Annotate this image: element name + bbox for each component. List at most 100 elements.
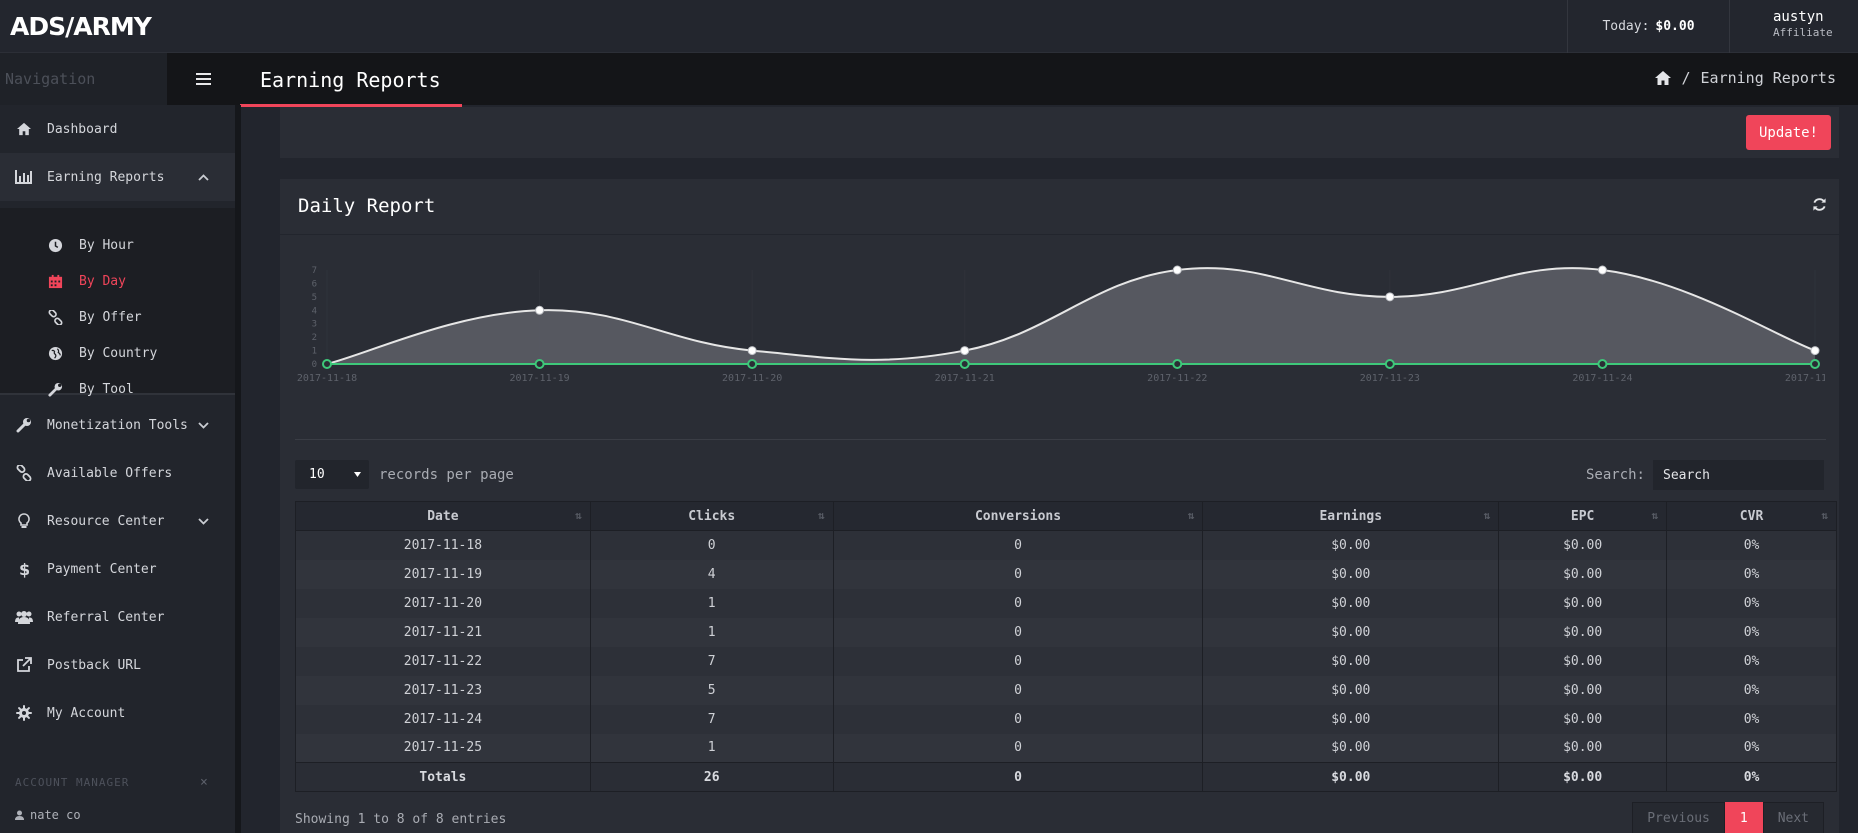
next-button[interactable]: Next xyxy=(1762,802,1824,833)
sidebar-item-postback-url[interactable]: Postback URL xyxy=(0,641,235,689)
report-table: Date ⇅ Clicks ⇅ Conversions ⇅ Earnings ⇅ EPC… xyxy=(295,501,1837,792)
home-icon xyxy=(15,120,33,138)
submenu-item-label: By Day xyxy=(79,273,126,289)
external-link-icon xyxy=(15,656,33,674)
table-cell: 7 xyxy=(589,704,834,734)
hamburger-button[interactable] xyxy=(167,53,239,105)
caret-down-icon xyxy=(354,472,361,477)
table-row: 2017-11-18 0 0 $0.00 $0.00 0% xyxy=(295,530,1837,560)
sidebar-item-referral-center[interactable]: Referral Center xyxy=(0,593,235,641)
link-icon xyxy=(15,464,33,482)
chevron-down-icon xyxy=(198,514,209,528)
sidebar-item-resource-center[interactable]: Resource Center xyxy=(0,497,235,545)
refresh-icon[interactable] xyxy=(1812,197,1827,212)
table-cell: 1 xyxy=(589,617,834,647)
x-tick-label: 2017-11-18 xyxy=(297,373,357,384)
data-point xyxy=(959,359,970,369)
table-cell: 0% xyxy=(1666,646,1837,676)
filter-panel: Update! xyxy=(280,107,1839,158)
data-point xyxy=(1597,359,1608,369)
table-cell: 2017-11-20 xyxy=(295,588,591,618)
today-value: $0.00 xyxy=(1655,19,1695,34)
table-cell: 2017-11-22 xyxy=(295,646,591,676)
y-tick-label: 0 xyxy=(312,360,317,370)
submenu-item-by-day[interactable]: By Day xyxy=(0,263,235,299)
lightbulb-icon xyxy=(15,512,33,530)
user-name: austyn xyxy=(1773,9,1824,25)
sidebar-item-label: Resource Center xyxy=(47,513,165,529)
table-cell: 0 xyxy=(589,530,834,560)
today-label: Today: xyxy=(1602,19,1650,34)
table-cell: 0 xyxy=(832,559,1204,589)
x-tick-label: 2017-11-25 xyxy=(1785,373,1825,384)
per-page-select[interactable]: 10 xyxy=(295,460,369,489)
sidebar-scrollbar[interactable] xyxy=(235,105,241,833)
hamburger-icon xyxy=(195,78,211,80)
panel-header: Daily Report xyxy=(280,179,1839,235)
submenu-item-by-tool[interactable]: By Tool xyxy=(0,371,235,407)
dollar-icon: $ xyxy=(15,560,33,578)
table-row: 2017-11-22 7 0 $0.00 $0.00 0% xyxy=(295,646,1837,676)
data-point xyxy=(747,359,758,369)
update-button[interactable]: Update! xyxy=(1746,115,1831,150)
table-cell: 2017-11-24 xyxy=(295,704,591,734)
user-menu[interactable]: austyn Affiliate xyxy=(1773,10,1833,40)
svg-text:$: $ xyxy=(19,561,29,578)
sidebar-item-available-offers[interactable]: Available Offers xyxy=(0,449,235,497)
sidebar-item-label: Payment Center xyxy=(47,561,157,577)
breadcrumb-separator: / xyxy=(1681,69,1691,87)
sidebar-item-label: Postback URL xyxy=(47,657,141,673)
previous-button[interactable]: Previous xyxy=(1632,802,1725,833)
sidebar-item-payment-center[interactable]: $ Payment Center xyxy=(0,545,235,593)
data-point xyxy=(1810,346,1820,356)
table-cell: $0.00 xyxy=(1498,733,1668,763)
data-point xyxy=(535,305,545,315)
submenu-item-by-offer[interactable]: By Offer xyxy=(0,299,235,335)
totals-cell: $0.00 xyxy=(1498,762,1668,792)
x-tick-label: 2017-11-20 xyxy=(722,373,782,384)
breadcrumb-current: Earning Reports xyxy=(1700,69,1836,87)
sidebar-item-earning-reports[interactable]: Earning Reports xyxy=(0,153,235,201)
table-cell: $0.00 xyxy=(1498,530,1668,560)
today-earnings: Today: $0.00 xyxy=(1567,0,1730,53)
home-icon[interactable] xyxy=(1654,70,1672,86)
table-cell: $0.00 xyxy=(1498,588,1668,618)
table-cell: 1 xyxy=(589,733,834,763)
y-tick-label: 5 xyxy=(312,293,317,303)
sidebar-item-label: Dashboard xyxy=(47,121,118,137)
table-cell: $0.00 xyxy=(1202,588,1500,618)
account-manager-label: ACCOUNT MANAGER xyxy=(15,776,130,789)
table-cell: 0% xyxy=(1666,675,1837,705)
submenu-item-label: By Tool xyxy=(79,381,134,397)
table-row: 2017-11-20 1 0 $0.00 $0.00 0% xyxy=(295,588,1837,618)
table-cell: 0% xyxy=(1666,559,1837,589)
x-tick-label: 2017-11-19 xyxy=(509,373,569,384)
y-tick-label: 4 xyxy=(312,306,317,316)
search-input[interactable] xyxy=(1653,460,1824,490)
sidebar-item-label: Earning Reports xyxy=(47,169,165,185)
sidebar-item-monetization-tools[interactable]: Monetization Tools xyxy=(0,401,235,449)
per-page-value: 10 xyxy=(309,467,325,482)
table-row: 2017-11-19 4 0 $0.00 $0.00 0% xyxy=(295,559,1837,589)
table-row: 2017-11-23 5 0 $0.00 $0.00 0% xyxy=(295,675,1837,705)
sidebar-item-my-account[interactable]: My Account xyxy=(0,689,235,737)
calendar-icon xyxy=(47,273,63,289)
y-tick-label: 7 xyxy=(312,266,317,276)
table-cell: $0.00 xyxy=(1202,733,1500,763)
submenu-item-by-country[interactable]: By Country xyxy=(0,335,235,371)
table-cell: 0% xyxy=(1666,733,1837,763)
column-header-epc[interactable]: EPC ⇅ xyxy=(1498,501,1668,531)
column-header-conversions[interactable]: Conversions ⇅ xyxy=(832,501,1204,531)
logo[interactable]: ADS/ARMY xyxy=(10,12,152,41)
account-manager-close-button[interactable]: × xyxy=(200,775,208,790)
submenu-item-by-hour[interactable]: By Hour xyxy=(0,227,235,263)
page-1-button[interactable]: 1 xyxy=(1724,802,1763,833)
column-header-date[interactable]: Date ⇅ xyxy=(295,501,591,531)
entries-info: Showing 1 to 8 of 8 entries xyxy=(295,812,507,827)
column-header-cvr[interactable]: CVR ⇅ xyxy=(1666,501,1837,531)
column-header-earnings[interactable]: Earnings ⇅ xyxy=(1202,501,1500,531)
table-cell: 0% xyxy=(1666,617,1837,647)
sidebar-item-dashboard[interactable]: Dashboard xyxy=(0,105,235,153)
pagination: Previous 1 Next xyxy=(1632,802,1824,833)
column-header-clicks[interactable]: Clicks ⇅ xyxy=(589,501,834,531)
